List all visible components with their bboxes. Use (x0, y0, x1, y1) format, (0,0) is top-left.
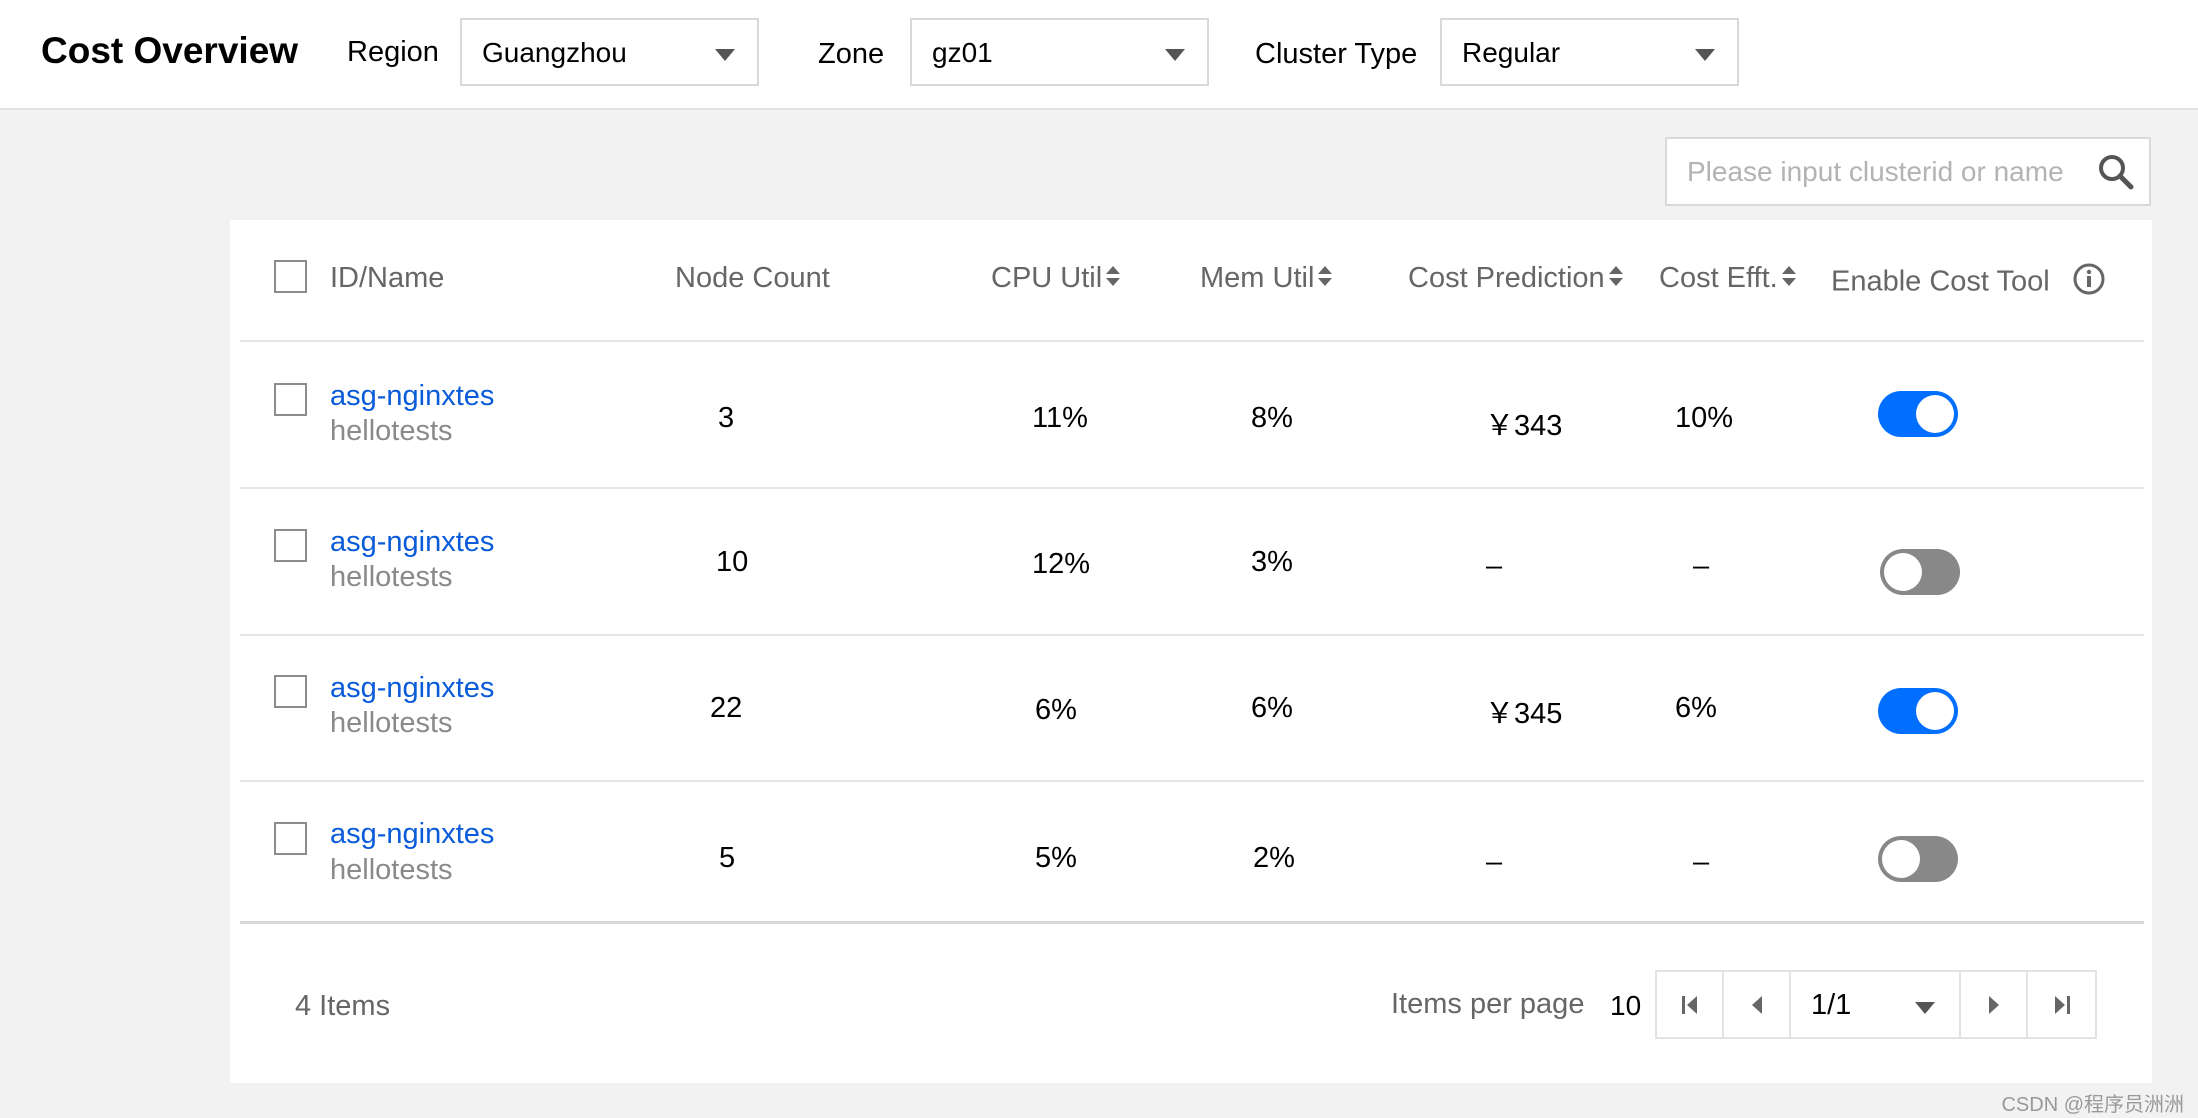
cluster-id-link[interactable]: asg-nginxtes (330, 672, 495, 704)
enable-cost-tool-toggle[interactable] (1878, 391, 1958, 437)
column-header-mem-util-label: Mem Util (1200, 262, 1315, 294)
top-bar: Cost Overview Region Guangzhou Zone gz01… (0, 0, 2198, 110)
enable-cost-tool-toggle[interactable] (1878, 836, 1958, 882)
cluster-type-select-value: Regular (1462, 37, 1561, 68)
column-header-enable-cost-tool: Enable Cost Tool (1831, 262, 2106, 304)
row-divider (240, 634, 2144, 636)
cost-efft: 6% (1675, 692, 1717, 724)
sort-icon[interactable] (1104, 263, 1122, 296)
watermark: CSDN @程序员洲洲 (2001, 1094, 2184, 1116)
prev-page-button[interactable] (1724, 972, 1791, 1037)
zone-select[interactable]: gz01 (910, 18, 1209, 86)
toggle-knob (1882, 840, 1920, 878)
row-checkbox[interactable] (274, 675, 307, 708)
page-title: Cost Overview (41, 30, 299, 71)
chevron-down-icon (715, 49, 735, 61)
chevron-left-icon (1751, 995, 1762, 1014)
toggle-knob (1884, 553, 1922, 591)
mem-util: 3% (1251, 546, 1293, 578)
cost-efft: 10% (1675, 402, 1734, 434)
header-divider (240, 340, 2144, 342)
zone-select-value: gz01 (932, 37, 993, 68)
first-page-icon (1681, 995, 1697, 1014)
mem-util: 8% (1251, 402, 1293, 434)
cluster-table-panel: ID/Name Node Count CPU Util Mem Util Cos… (230, 220, 2152, 1083)
pagination: 1/1 (1655, 970, 2097, 1039)
node-count: 3 (718, 402, 735, 434)
cost-prediction: ￥345 (1485, 698, 1563, 730)
last-page-icon (2054, 995, 2070, 1014)
select-all-checkbox[interactable] (274, 260, 307, 293)
enable-cost-tool-toggle[interactable] (1878, 688, 1958, 734)
page-select-value: 1/1 (1811, 989, 1852, 1021)
cluster-type-select[interactable]: Regular (1440, 18, 1739, 86)
row-checkbox[interactable] (274, 383, 307, 416)
row-divider (240, 780, 2144, 782)
sort-icon[interactable] (1316, 263, 1334, 296)
column-header-cost-prediction[interactable]: Cost Prediction (1408, 262, 1625, 296)
node-count: 10 (716, 546, 749, 578)
info-icon[interactable] (2072, 262, 2106, 304)
column-header-cost-efft-label: Cost Efft. (1659, 262, 1778, 294)
enable-cost-tool-toggle[interactable] (1880, 549, 1960, 595)
last-page-button[interactable] (2028, 972, 2095, 1037)
row-checkbox[interactable] (274, 529, 307, 562)
node-count: 22 (710, 692, 743, 724)
cluster-name: hellotests (330, 415, 453, 447)
table-bottom-divider (240, 921, 2144, 924)
chevron-down-icon (1915, 1002, 1935, 1014)
sort-icon[interactable] (1607, 263, 1625, 296)
column-header-node-count: Node Count (675, 262, 830, 294)
toggle-knob (1916, 692, 1954, 730)
column-header-id-name: ID/Name (330, 262, 445, 294)
next-page-button[interactable] (1961, 972, 2028, 1037)
region-label: Region (347, 36, 439, 68)
cluster-type-label: Cluster Type (1255, 38, 1418, 70)
cpu-util: 12% (1032, 548, 1091, 580)
toggle-knob (1916, 395, 1954, 433)
column-header-cpu-util-label: CPU Util (991, 262, 1103, 294)
cluster-name: hellotests (330, 854, 453, 886)
cpu-util: 6% (1035, 694, 1077, 726)
search-input[interactable] (1667, 139, 2087, 204)
page-select[interactable]: 1/1 (1791, 972, 1961, 1037)
column-header-cost-prediction-label: Cost Prediction (1408, 262, 1605, 294)
region-select[interactable]: Guangzhou (460, 18, 759, 86)
search-icon[interactable] (2097, 153, 2135, 196)
cpu-util: 11% (1032, 402, 1088, 434)
cluster-name: hellotests (330, 561, 453, 593)
cpu-util: 5% (1035, 842, 1077, 874)
column-header-cost-efft[interactable]: Cost Efft. (1659, 262, 1798, 296)
row-divider (240, 487, 2144, 489)
cluster-id-link[interactable]: asg-nginxtes (330, 380, 495, 412)
cluster-id-link[interactable]: asg-nginxtes (330, 526, 495, 558)
sort-icon[interactable] (1780, 263, 1798, 296)
chevron-right-icon (1988, 995, 1999, 1014)
region-select-value: Guangzhou (482, 37, 627, 68)
cost-efft: – (1693, 550, 1710, 582)
cost-prediction: ￥343 (1485, 410, 1563, 442)
node-count: 5 (719, 842, 736, 874)
column-header-mem-util[interactable]: Mem Util (1200, 262, 1334, 296)
column-header-enable-cost-tool-label: Enable Cost Tool (1831, 265, 2050, 298)
zone-label: Zone (818, 38, 885, 70)
mem-util: 2% (1253, 842, 1295, 874)
items-count: 4 Items (295, 990, 391, 1022)
items-per-page-select[interactable]: 10 (1610, 990, 1642, 1021)
chevron-down-icon (1165, 49, 1185, 61)
search-box (1665, 137, 2151, 206)
cost-prediction: – (1486, 550, 1503, 582)
column-header-cpu-util[interactable]: CPU Util (991, 262, 1122, 296)
first-page-button[interactable] (1657, 972, 1724, 1037)
cluster-name: hellotests (330, 707, 453, 739)
chevron-down-icon (1695, 49, 1715, 61)
mem-util: 6% (1251, 692, 1293, 724)
row-checkbox[interactable] (274, 822, 307, 855)
items-per-page-label: Items per page (1391, 988, 1585, 1020)
cost-efft: – (1693, 846, 1710, 878)
cluster-id-link[interactable]: asg-nginxtes (330, 818, 495, 850)
cost-prediction: – (1486, 846, 1503, 878)
